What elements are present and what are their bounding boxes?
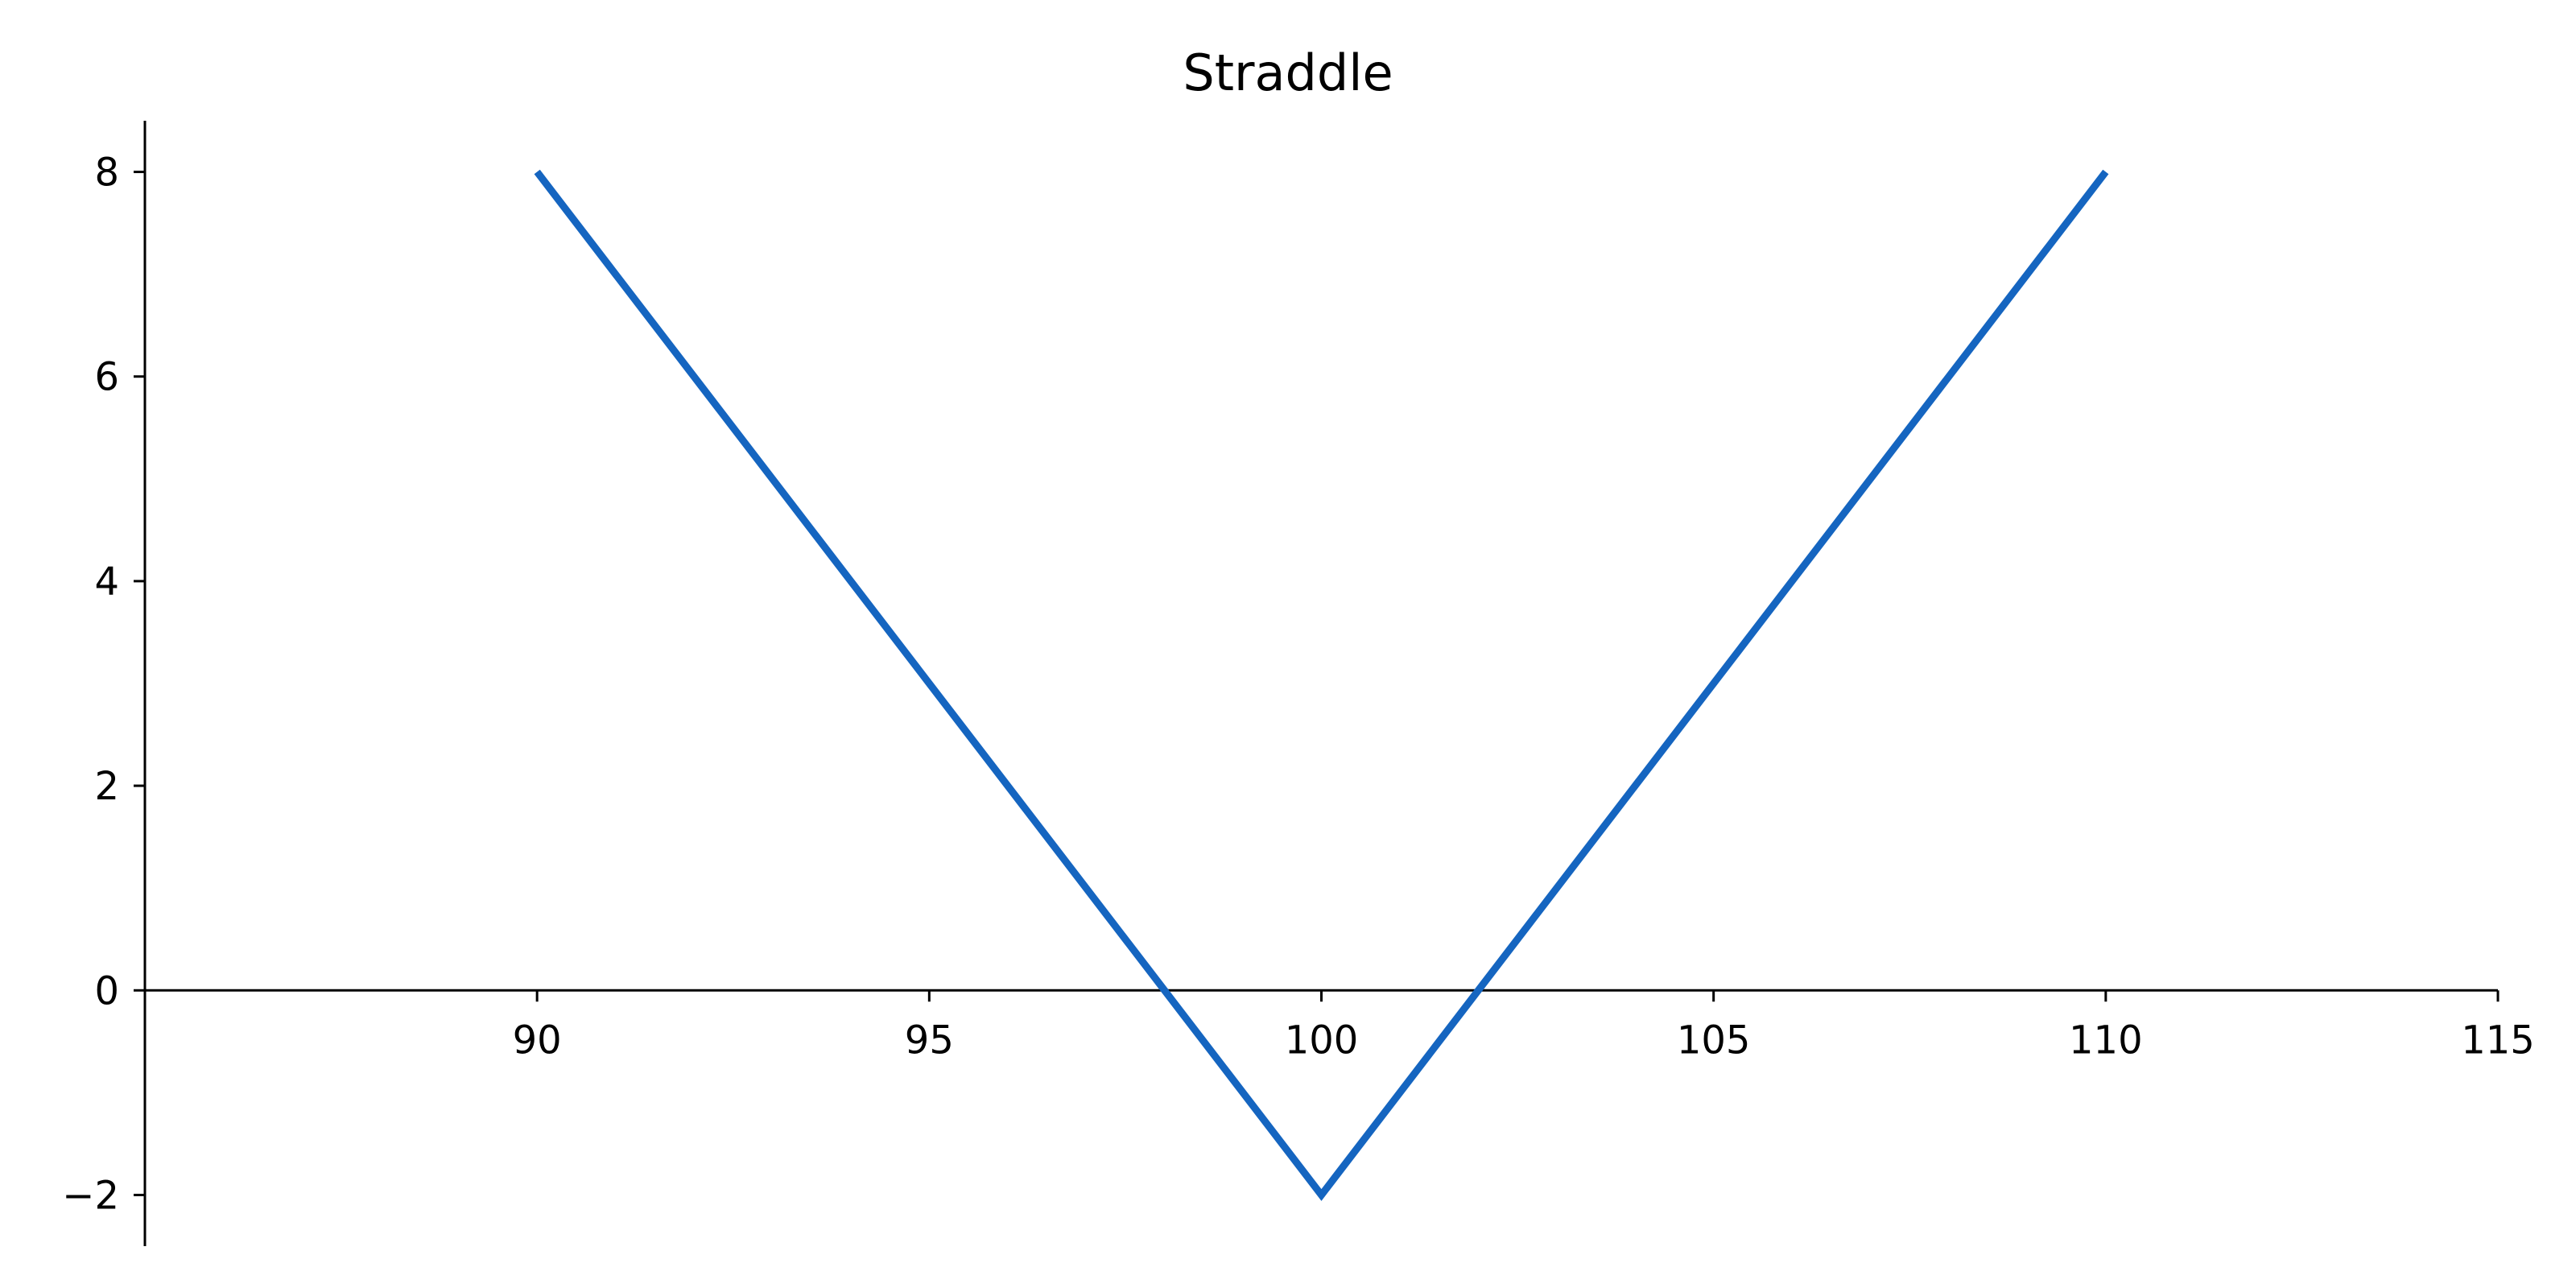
y-tick-label: 2: [94, 764, 119, 809]
series-line: [534, 169, 2109, 1201]
y-tick-label: 8: [94, 151, 119, 196]
x-tick-label: 95: [905, 1018, 954, 1063]
series-layer: [534, 169, 2109, 1201]
y-tick-label: 0: [94, 968, 119, 1013]
y-tick-label: −2: [62, 1173, 119, 1218]
chart-title: Straddle: [1183, 43, 1393, 102]
axes: [143, 121, 2498, 1246]
x-tick-label: 115: [2461, 1018, 2535, 1063]
x-tick-label: 105: [1677, 1018, 1751, 1063]
x-tick-label: 90: [513, 1018, 562, 1063]
y-tick-label: 4: [94, 559, 119, 605]
ticks: 90 95 100 105 110 115 −2 0 2 4 6 8: [62, 151, 2535, 1219]
x-tick-label: 100: [1285, 1018, 1359, 1063]
y-tick-label: 6: [94, 355, 119, 400]
x-tick-label: 110: [2069, 1018, 2143, 1063]
